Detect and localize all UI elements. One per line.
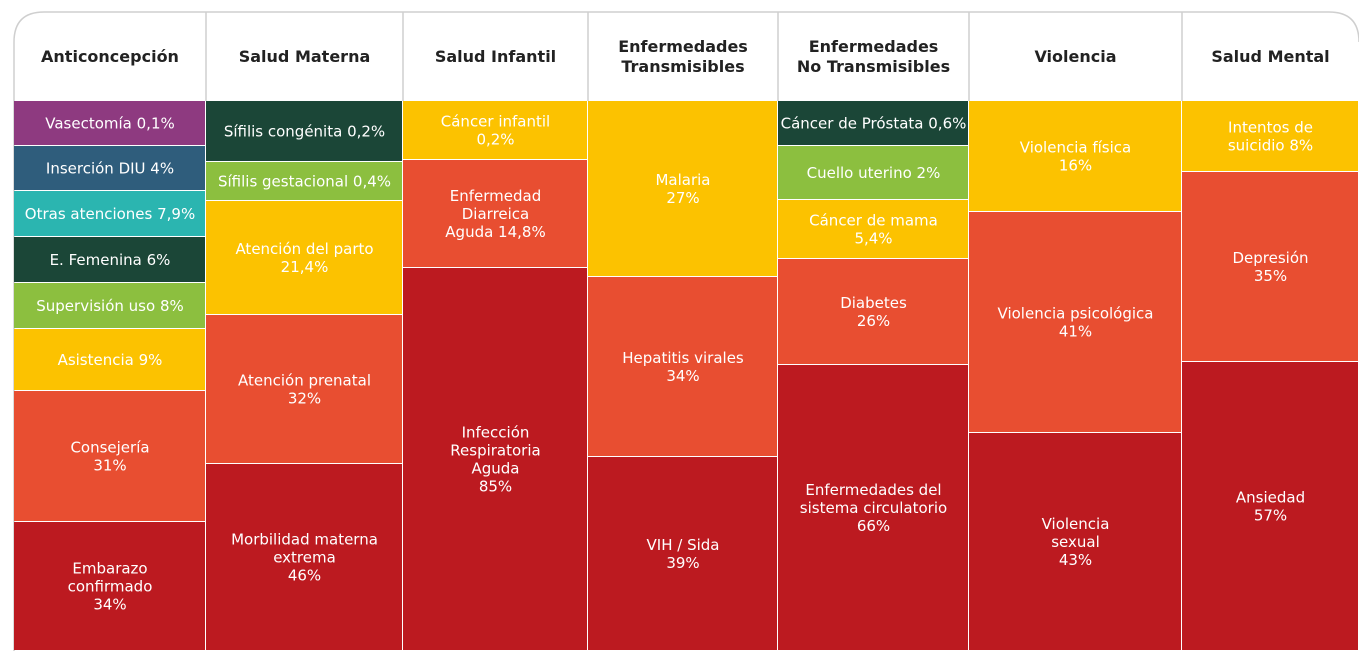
segment bbox=[1182, 172, 1358, 361]
segment bbox=[14, 391, 205, 521]
column-header: Salud Infantil bbox=[435, 47, 556, 66]
segment bbox=[778, 101, 968, 145]
segment bbox=[206, 315, 402, 463]
segment bbox=[778, 365, 968, 650]
segment-label: Otras atenciones 7,9% bbox=[25, 205, 195, 223]
column-header: Salud Materna bbox=[239, 47, 371, 66]
segment bbox=[206, 464, 402, 650]
segment-label: 5,4% bbox=[854, 230, 892, 248]
segment-label: Respiratoria bbox=[450, 442, 540, 460]
segment-label: Violencia física bbox=[1020, 139, 1131, 157]
segment-label: Sífilis congénita 0,2% bbox=[224, 123, 385, 141]
column-header: Anticoncepción bbox=[41, 47, 179, 66]
segment-label: Morbilidad materna bbox=[231, 531, 378, 549]
segment bbox=[14, 522, 205, 650]
segment-label: 31% bbox=[93, 457, 126, 475]
segment-label: Enfermedad bbox=[450, 187, 541, 205]
column-header: Enfermedades bbox=[809, 37, 939, 56]
segment bbox=[403, 101, 587, 159]
segment-label: Atención del parto bbox=[235, 240, 373, 258]
segment-label: 39% bbox=[666, 554, 699, 572]
segment-label: Consejería bbox=[70, 439, 149, 457]
segment-label: 85% bbox=[479, 478, 512, 496]
segment-label: suicidio 8% bbox=[1228, 137, 1313, 155]
segment bbox=[969, 212, 1181, 432]
segment-label: Supervisión uso 8% bbox=[36, 297, 184, 315]
segment-label: Embarazo bbox=[72, 560, 147, 578]
segment-label: Cáncer de mama bbox=[809, 212, 938, 230]
segment bbox=[14, 329, 205, 390]
column-header: Violencia bbox=[1034, 47, 1116, 66]
segment-label: Enfermedades del bbox=[805, 481, 941, 499]
segment bbox=[14, 237, 205, 282]
segment-label: Ansiedad bbox=[1236, 489, 1305, 507]
segment bbox=[969, 433, 1181, 650]
segment bbox=[206, 201, 402, 314]
segment-label: Cáncer infantil bbox=[441, 113, 550, 131]
segment-label: Infección bbox=[462, 424, 530, 442]
segment-label: Aguda bbox=[471, 460, 519, 478]
segment-label: Aguda 14,8% bbox=[445, 223, 545, 241]
segment bbox=[14, 283, 205, 328]
segment-label: Violencia psicológica bbox=[998, 305, 1154, 323]
column-header: Transmisibles bbox=[621, 57, 744, 76]
segment-label: Diabetes bbox=[840, 294, 907, 312]
segment bbox=[969, 101, 1181, 211]
segment-label: Inserción DIU 4% bbox=[46, 160, 174, 178]
segment bbox=[778, 259, 968, 364]
segment bbox=[206, 101, 402, 161]
segment bbox=[403, 160, 587, 267]
column-header: No Transmisibles bbox=[797, 57, 950, 76]
segment-label: Cuello uterino 2% bbox=[807, 164, 941, 182]
segment-label: 35% bbox=[1254, 267, 1287, 285]
segment-label: Sífilis gestacional 0,4% bbox=[218, 173, 391, 191]
segment bbox=[778, 146, 968, 199]
segment-label: Depresión bbox=[1232, 249, 1308, 267]
segment-label: Intentos de bbox=[1228, 119, 1313, 137]
segment-label: 27% bbox=[666, 189, 699, 207]
segment bbox=[14, 146, 205, 190]
segment-label: Atención prenatal bbox=[238, 372, 371, 390]
segment-label: 34% bbox=[666, 367, 699, 385]
segment-label: sexual bbox=[1051, 533, 1100, 551]
segment-label: confirmado bbox=[68, 578, 153, 596]
segment bbox=[206, 162, 402, 200]
segment-label: Malaria bbox=[655, 171, 710, 189]
segment-label: 26% bbox=[857, 312, 890, 330]
frame bbox=[13, 11, 1359, 651]
segment bbox=[1182, 101, 1358, 171]
segment-label: 41% bbox=[1059, 323, 1092, 341]
segment bbox=[14, 101, 205, 145]
segment-label: 43% bbox=[1059, 551, 1092, 569]
column-header: Enfermedades bbox=[618, 37, 748, 56]
segment-label: Violencia bbox=[1042, 515, 1110, 533]
segment bbox=[588, 277, 777, 456]
segment-label: 66% bbox=[857, 517, 890, 535]
segment-label: extrema bbox=[273, 549, 336, 567]
segment-label: VIH / Sida bbox=[647, 536, 720, 554]
segment bbox=[588, 457, 777, 650]
segment-label: 21,4% bbox=[281, 258, 329, 276]
segment-label: 34% bbox=[93, 596, 126, 614]
segment-label: 0,2% bbox=[476, 131, 514, 149]
segment-label: 46% bbox=[288, 567, 321, 585]
segment-label: Diarreica bbox=[462, 205, 530, 223]
segment-label: 16% bbox=[1059, 157, 1092, 175]
segment bbox=[14, 191, 205, 236]
segment bbox=[403, 268, 587, 650]
segment-label: Vasectomía 0,1% bbox=[45, 115, 175, 133]
segment-label: 57% bbox=[1254, 507, 1287, 525]
segment-label: sistema circulatorio bbox=[800, 499, 947, 517]
segment-label: 32% bbox=[288, 390, 321, 408]
segment-label: Cáncer de Próstata 0,6% bbox=[781, 115, 967, 133]
segment-label: E. Femenina 6% bbox=[50, 251, 171, 269]
segment bbox=[778, 200, 968, 258]
segment bbox=[588, 101, 777, 276]
segment-label: Hepatitis virales bbox=[622, 349, 744, 367]
segment-label: Asistencia 9% bbox=[58, 351, 163, 369]
segment bbox=[1182, 362, 1358, 650]
column-header: Salud Mental bbox=[1211, 47, 1329, 66]
